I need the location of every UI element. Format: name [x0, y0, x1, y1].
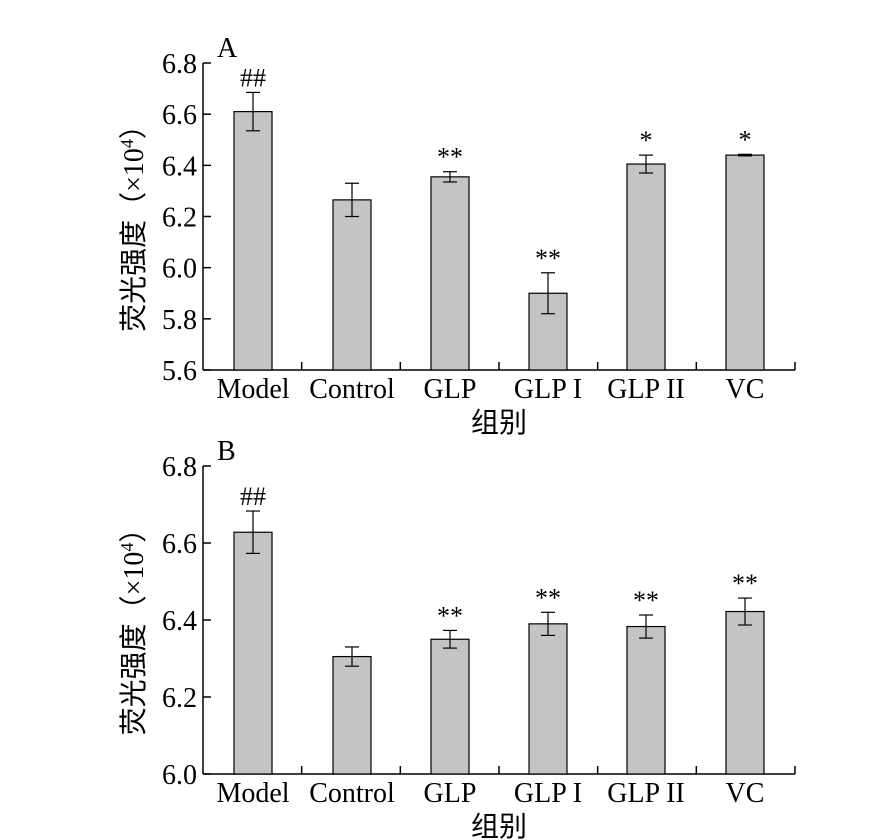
significance-label: ** [633, 586, 659, 615]
y-tick-label: 6.0 [162, 254, 197, 285]
x-axis-title: 组别 [471, 407, 527, 439]
y-axis-title-part: × [119, 580, 150, 596]
category-label: GLP I [514, 374, 582, 405]
y-axis-title-part: 10 [119, 148, 150, 176]
significance-label: ** [732, 569, 758, 598]
significance-label: ** [535, 244, 561, 273]
y-tick-label: 5.8 [162, 305, 197, 336]
y-tick-label: 6.2 [162, 683, 197, 714]
y-tick-label: 6.4 [162, 606, 197, 637]
panel-label: A [217, 33, 238, 64]
bar [332, 655, 372, 775]
bar [725, 610, 765, 775]
y-tick-label: 6.4 [162, 151, 197, 182]
bar [528, 623, 568, 775]
category-label: VC [726, 374, 765, 405]
bar [725, 154, 765, 371]
bar [626, 163, 666, 371]
bar [430, 176, 470, 371]
y-axis-title-part: 4 [117, 543, 137, 552]
category-label: GLP II [607, 374, 685, 405]
panel-a: 5.65.86.06.26.46.66.8A##Model Control**GL… [117, 33, 796, 439]
category-label: Control [309, 778, 395, 809]
category-label: GLP II [607, 778, 685, 809]
category-label: GLP I [514, 778, 582, 809]
y-tick-label: 6.6 [162, 100, 197, 131]
bar [233, 531, 273, 775]
y-axis-title: 荧光强度（×104） [117, 111, 150, 332]
bar [626, 625, 666, 775]
panel-label: B [217, 436, 236, 467]
bar [332, 199, 372, 371]
category-label: Control [309, 374, 395, 405]
y-axis-title: 荧光强度（×104） [117, 515, 150, 736]
y-tick-label: 6.2 [162, 203, 197, 234]
bar [430, 638, 470, 775]
category-label: GLP [424, 778, 477, 809]
y-axis-title-part: ） [118, 111, 150, 139]
y-tick-label: 6.8 [162, 49, 197, 80]
y-axis-title-part: ） [118, 515, 150, 543]
y-axis-title-part: 10 [119, 552, 150, 580]
y-tick-label: 6.6 [162, 529, 197, 560]
category-label: Model [216, 374, 289, 405]
y-axis-title-part: 荧光强度（ [118, 595, 150, 735]
category-label: GLP [424, 374, 477, 405]
significance-label: ## [240, 482, 266, 511]
category-label: VC [726, 778, 765, 809]
panel-b: 6.0 6.2 6.4 6.6 6.8 B## Model Control ** GLP ** GLP… [117, 436, 796, 840]
bar [233, 111, 273, 371]
significance-label: ## [240, 63, 266, 92]
significance-label: ** [437, 601, 463, 630]
y-tick-label: 6.8 [162, 452, 197, 483]
x-axis-title: 组别 [471, 811, 527, 840]
significance-label: ** [535, 583, 561, 612]
category-label: Model [216, 778, 289, 809]
significance-label: * [739, 125, 752, 154]
y-tick-label: 5.6 [162, 356, 197, 387]
y-axis-title-part: × [119, 176, 150, 192]
y-tick-label: 6.0 [162, 760, 197, 791]
y-axis-title-part: 4 [117, 139, 137, 148]
significance-label: ** [437, 143, 463, 172]
significance-label: * [640, 126, 653, 155]
y-axis-title-part: 荧光强度（ [118, 192, 150, 332]
